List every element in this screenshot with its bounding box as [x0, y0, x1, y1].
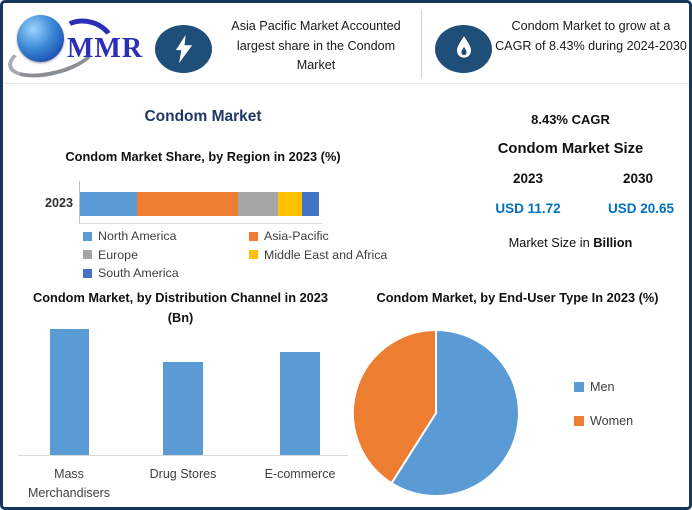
legend-item-south-america: South America: [83, 264, 249, 283]
legend-label: Europe: [98, 247, 138, 262]
legend-swatch: [83, 250, 92, 260]
kpi-value-2023: USD 11.72: [495, 201, 561, 216]
lightning-icon: [155, 25, 212, 73]
region-legend: North America Asia-Pacific Europe Middle…: [83, 227, 403, 283]
distribution-chart-title: Condom Market, by Distribution Channel i…: [32, 290, 329, 325]
region-axis-line: [79, 181, 80, 223]
header-highlight-left: Asia Pacific Market Accounted largest sh…: [231, 19, 401, 73]
legend-label: North America: [98, 229, 177, 244]
legend-swatch: [83, 231, 92, 241]
header-horizontal-divider: [3, 83, 689, 84]
bar-drug-stores: [163, 362, 203, 455]
legend-swatch: [83, 268, 92, 278]
distribution-plot-area: [18, 328, 348, 456]
bar-label-mass-merchandisers: Mass Merchandisers: [28, 467, 110, 500]
header-highlight-right: Condom Market to grow at a CAGR of 8.43%…: [495, 19, 687, 53]
segment-asia-pacific: [137, 192, 238, 216]
segment-middle-east-africa: [278, 192, 303, 216]
globe-icon: [17, 15, 64, 62]
legend-label: South America: [98, 266, 179, 281]
legend-swatch: [249, 231, 258, 241]
flame-icon: [435, 25, 492, 73]
region-stacked-bar: [80, 192, 319, 216]
region-baseline: [79, 223, 322, 224]
legend-item-north-america: North America: [83, 227, 249, 246]
region-category-label: 2023: [44, 196, 73, 210]
legend-swatch: [574, 416, 584, 426]
legend-item-middle-east-africa: Middle East and Africa: [249, 246, 403, 265]
legend-label: Women: [590, 414, 634, 428]
logo-text: MMR: [67, 33, 144, 64]
legend-item-asia-pacific: Asia-Pacific: [249, 227, 403, 246]
legend-swatch: [574, 382, 584, 392]
segment-south-america: [302, 192, 319, 216]
segment-europe: [237, 192, 279, 216]
kpi-unit: Market Size in Billion: [458, 235, 683, 250]
segment-north-america: [80, 192, 138, 216]
legend-item-women: Women: [574, 414, 633, 428]
header-vertical-divider: [421, 9, 422, 79]
bar-mass-merchandisers: [50, 329, 89, 455]
distribution-baseline: [18, 455, 348, 456]
legend-label: Asia-Pacific: [264, 229, 329, 244]
kpi-year-2030: 2030: [622, 171, 654, 186]
page-title: Condom Market: [144, 108, 262, 125]
kpi-cagr: 8.43% CAGR: [531, 112, 610, 127]
kpi-unit-prefix: Market Size in: [508, 235, 590, 250]
legend-label: Middle East and Africa: [264, 247, 388, 262]
kpi-year-2023: 2023: [512, 171, 544, 186]
mmr-logo: MMR: [3, 11, 155, 86]
kpi-title: Condom Market Size: [497, 141, 644, 157]
legend-item-men: Men: [574, 380, 633, 394]
legend-swatch: [249, 250, 258, 260]
legend-item-europe: Europe: [83, 246, 249, 265]
region-chart-title: Condom Market Share, by Region in 2023 (…: [65, 149, 341, 164]
kpi-unit-bold: Billion: [593, 235, 633, 250]
kpi-value-2030: USD 20.65: [607, 201, 675, 216]
end-user-pie: [351, 328, 521, 498]
bar-label-e-commerce: E-commerce: [264, 467, 336, 481]
legend-label: Men: [590, 380, 615, 394]
pie-slice-men: [390, 329, 520, 497]
bar-label-drug-stores: Drug Stores: [149, 467, 217, 481]
pie-slice-women: [351, 329, 437, 485]
pie-legend: Men Women: [574, 380, 633, 448]
bar-e-commerce: [280, 352, 320, 455]
pie-chart-title: Condom Market, by End-User Type In 2023 …: [376, 290, 659, 305]
